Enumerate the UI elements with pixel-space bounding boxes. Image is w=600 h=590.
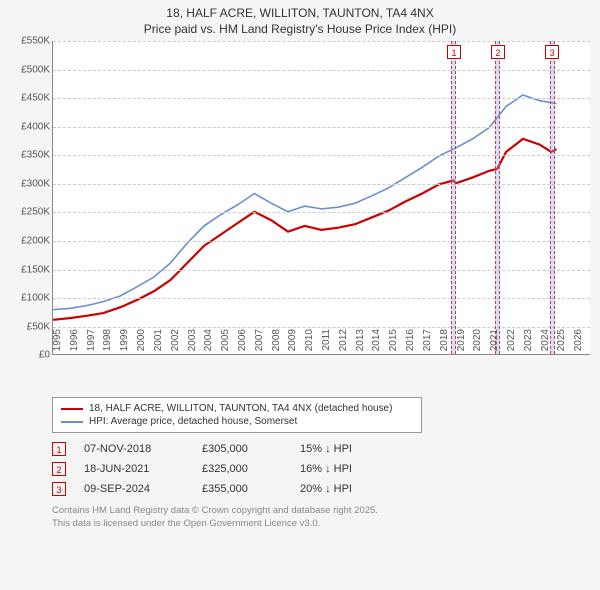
gridline [53,327,590,328]
chart-title: 18, HALF ACRE, WILLITON, TAUNTON, TA4 4N… [10,6,590,37]
y-tick-label: £450K [10,93,50,104]
legend: 18, HALF ACRE, WILLITON, TAUNTON, TA4 4N… [52,397,422,433]
legend-item: 18, HALF ACRE, WILLITON, TAUNTON, TA4 4N… [61,402,413,415]
y-tick-label: £50K [10,321,50,332]
title-line1: 18, HALF ACRE, WILLITON, TAUNTON, TA4 4N… [10,6,590,22]
y-tick-label: £500K [10,64,50,75]
event-band [495,41,500,354]
y-tick-label: £150K [10,264,50,275]
y-tick-label: £100K [10,293,50,304]
event-price: £305,000 [202,443,282,455]
gridline [53,98,590,99]
legend-label: 18, HALF ACRE, WILLITON, TAUNTON, TA4 4N… [89,403,392,414]
event-row: 3 09-SEP-2024 £355,000 20% ↓ HPI [52,479,590,499]
y-tick-label: £250K [10,207,50,218]
footnote-line2: This data is licensed under the Open Gov… [52,518,590,530]
title-line2: Price paid vs. HM Land Registry's House … [10,22,590,38]
event-date: 09-SEP-2024 [84,483,184,495]
x-tick-label: 2026 [573,329,600,363]
event-marker: 2 [491,45,505,59]
event-number-box: 1 [52,442,66,456]
event-delta: 15% ↓ HPI [300,443,400,455]
gridline [53,127,590,128]
chart: £0 £50K £100K £150K £200K £250K £300K £350K £400… [10,41,590,391]
footnote-line1: Contains HM Land Registry data © Crown c… [52,505,590,517]
legend-item: HPI: Average price, detached house, Some… [61,415,413,428]
gridline [53,298,590,299]
legend-swatch [61,421,83,423]
event-band [451,41,456,354]
gridline [53,241,590,242]
event-price: £325,000 [202,463,282,475]
y-tick-label: £0 [10,350,50,361]
event-table: 1 07-NOV-2018 £305,000 15% ↓ HPI 2 18-JUN-202… [52,439,590,499]
gridline [53,41,590,42]
event-delta: 16% ↓ HPI [300,463,400,475]
y-tick-label: £200K [10,236,50,247]
event-marker: 1 [447,45,461,59]
event-date: 18-JUN-2021 [84,463,184,475]
gridline [53,270,590,271]
gridline [53,70,590,71]
event-band [550,41,555,354]
footnote: Contains HM Land Registry data © Crown c… [52,505,590,530]
plot-area: 1 2 3 [52,41,590,355]
event-number-box: 2 [52,462,66,476]
event-row: 2 18-JUN-2021 £325,000 16% ↓ HPI [52,459,590,479]
y-tick-label: £550K [10,36,50,47]
gridline [53,212,590,213]
y-tick-label: £300K [10,178,50,189]
y-tick-label: £400K [10,121,50,132]
event-row: 1 07-NOV-2018 £305,000 15% ↓ HPI [52,439,590,459]
event-date: 07-NOV-2018 [84,443,184,455]
event-price: £355,000 [202,483,282,495]
series-price_paid [53,139,556,320]
legend-swatch [61,408,83,410]
event-delta: 20% ↓ HPI [300,483,400,495]
gridline [53,184,590,185]
legend-label: HPI: Average price, detached house, Some… [89,416,297,427]
event-number-box: 3 [52,482,66,496]
y-tick-label: £350K [10,150,50,161]
event-marker: 3 [545,45,559,59]
gridline [53,155,590,156]
